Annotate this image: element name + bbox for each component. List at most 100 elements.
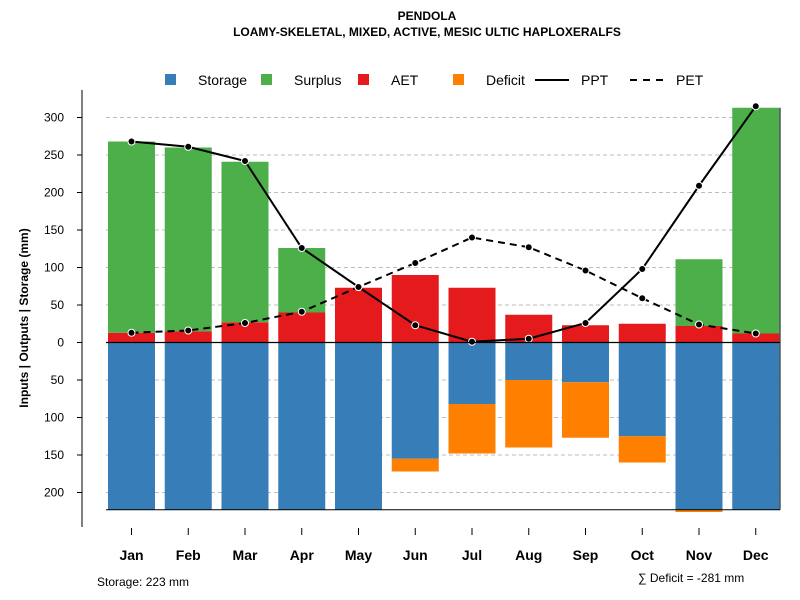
x-tick-label-aug: Aug — [515, 547, 542, 563]
ppt-point-may — [354, 283, 363, 291]
y-axis-label: Inputs | Outputs | Storage (mm) — [17, 228, 31, 407]
pet-point-sep — [581, 266, 590, 275]
storage-note: Storage: 223 mm — [97, 575, 189, 589]
legend-label-pet: PET — [676, 72, 704, 88]
legend-swatch-deficit — [453, 74, 464, 85]
legend-swatch-surplus — [261, 74, 272, 85]
deficit-bar-oct — [618, 436, 666, 463]
aet-bar-nov — [675, 326, 723, 343]
surplus-bar-dec — [732, 107, 780, 334]
legend-label-deficit: Deficit — [486, 72, 525, 88]
deficit-bar-jun — [391, 458, 439, 472]
deficit-note: ∑ Deficit = -281 mm — [638, 571, 744, 585]
x-tick-label-jun: Jun — [403, 547, 428, 563]
ppt-point-sep — [581, 319, 590, 327]
storage-bar-nov — [675, 342, 723, 510]
y-tick-label: 50 — [51, 373, 65, 387]
surplus-bar-jan — [108, 141, 155, 333]
aet-bar-mar — [221, 322, 269, 343]
deficit-bar-jul — [448, 404, 496, 454]
aet-bar-apr — [278, 312, 326, 343]
ppt-point-aug — [524, 334, 533, 343]
ppt-point-nov — [695, 181, 703, 190]
storage-bar-dec — [732, 342, 780, 510]
aet-bar-feb — [164, 331, 212, 343]
y-tick-label: 0 — [57, 336, 64, 350]
storage-bar-jun — [391, 342, 439, 459]
ppt-point-jan — [127, 137, 136, 146]
x-tick-label-nov: Nov — [686, 547, 713, 563]
x-tick-label-feb: Feb — [176, 547, 201, 563]
legend-label-surplus: Surplus — [294, 72, 341, 88]
legend-label-storage: Storage — [198, 72, 247, 88]
x-tick-label-dec: Dec — [743, 547, 769, 563]
aet-bar-dec — [732, 333, 780, 343]
legend-label-aet: AET — [391, 72, 419, 88]
pet-point-dec — [751, 329, 760, 338]
ppt-point-jul — [468, 337, 476, 346]
x-tick-label-sep: Sep — [573, 547, 599, 563]
y-tick-label: 150 — [44, 223, 64, 237]
y-tick-label: 50 — [51, 298, 65, 312]
legend: Storage Surplus AET Deficit PPT PET — [165, 72, 704, 88]
y-tick-label: 200 — [44, 486, 64, 500]
ppt-line — [131, 105, 757, 343]
pet-point-oct — [638, 294, 647, 303]
ppt-point-dec — [751, 102, 760, 111]
pet-point-feb — [184, 326, 193, 335]
y-tick-label: 200 — [44, 186, 64, 200]
storage-bar-jan — [108, 342, 155, 510]
chart-title: PENDOLA — [398, 9, 457, 23]
pet-point-jan — [127, 328, 136, 337]
storage-bar-apr — [278, 342, 326, 510]
bars — [108, 107, 780, 512]
x-tick-label-may: May — [345, 547, 372, 563]
legend-label-ppt: PPT — [581, 72, 609, 88]
y-tick-label: 250 — [44, 148, 64, 162]
aet-bar-jan — [108, 332, 155, 343]
ppt-point-mar — [241, 157, 249, 165]
axes: 300 250 200 150 100 50 0 50 100 150 200 Jan Feb Mar Ap… — [44, 90, 781, 563]
x-tick-label-jan: Jan — [119, 547, 143, 563]
pet-point-jun — [411, 259, 420, 267]
deficit-bar-nov — [675, 509, 723, 512]
pet-point-apr — [297, 307, 306, 316]
aet-bar-jun — [391, 275, 439, 343]
aet-bar-may — [335, 287, 382, 343]
y-tick-label: 100 — [44, 261, 64, 275]
pet-point-aug — [524, 243, 533, 252]
chart-subtitle: LOAMY-SKELETAL, MIXED, ACTIVE, MESIC ULT… — [233, 25, 621, 39]
aet-bar-jul — [448, 287, 496, 343]
storage-bar-mar — [221, 342, 269, 510]
deficit-bar-sep — [562, 382, 609, 438]
gridlines — [106, 117, 780, 493]
storage-bar-sep — [562, 342, 609, 383]
surplus-bar-apr — [278, 248, 326, 313]
legend-swatch-aet — [358, 74, 369, 85]
ppt-point-feb — [184, 142, 193, 151]
legend-swatch-storage — [165, 74, 176, 85]
pet-line — [131, 236, 756, 335]
storage-bar-may — [335, 342, 382, 510]
pet-point-mar — [241, 319, 249, 327]
x-tick-label-apr: Apr — [290, 547, 315, 563]
series-lines — [127, 102, 760, 346]
deficit-bar-aug — [505, 380, 553, 448]
surplus-bar-nov — [675, 259, 723, 326]
storage-bar-aug — [505, 342, 553, 380]
storage-bar-oct — [618, 342, 666, 437]
x-tick-label-oct: Oct — [631, 547, 655, 563]
y-tick-label: 150 — [44, 448, 64, 462]
pet-point-nov — [695, 320, 703, 329]
storage-bar-jul — [448, 342, 496, 404]
storage-bar-feb — [164, 342, 212, 510]
ppt-point-apr — [297, 244, 306, 252]
y-tick-label: 300 — [44, 111, 64, 125]
y-tick-label: 100 — [44, 411, 64, 425]
pet-point-jul — [468, 233, 476, 242]
aet-bar-sep — [562, 325, 609, 343]
x-tick-label-jul: Jul — [462, 547, 482, 563]
ppt-point-oct — [638, 265, 647, 273]
ppt-point-jun — [411, 321, 420, 330]
